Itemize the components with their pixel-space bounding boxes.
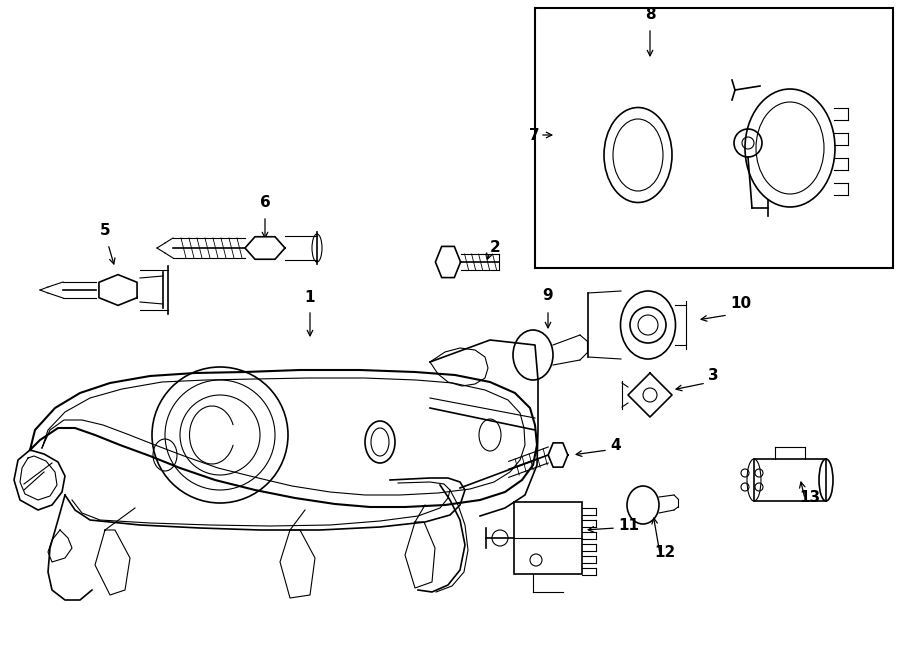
Bar [535, 8, 893, 268]
Text: 5: 5 [100, 223, 111, 238]
Text: 8: 8 [644, 7, 655, 22]
Polygon shape [436, 247, 461, 278]
Text: 6: 6 [259, 195, 270, 210]
Text: 10: 10 [730, 295, 752, 311]
Text: 9: 9 [543, 288, 553, 303]
Bar [754, 459, 826, 501]
Text: 1: 1 [305, 290, 315, 305]
Text: 4: 4 [610, 438, 621, 453]
Text: 13: 13 [799, 490, 821, 505]
Polygon shape [99, 274, 137, 305]
Bar [514, 502, 582, 574]
Text: 3: 3 [708, 368, 718, 383]
Polygon shape [245, 237, 285, 259]
Text: 11: 11 [618, 518, 639, 533]
Polygon shape [548, 443, 568, 467]
Text: 7: 7 [529, 128, 540, 143]
Text: 2: 2 [490, 241, 500, 256]
Text: 12: 12 [654, 545, 676, 560]
